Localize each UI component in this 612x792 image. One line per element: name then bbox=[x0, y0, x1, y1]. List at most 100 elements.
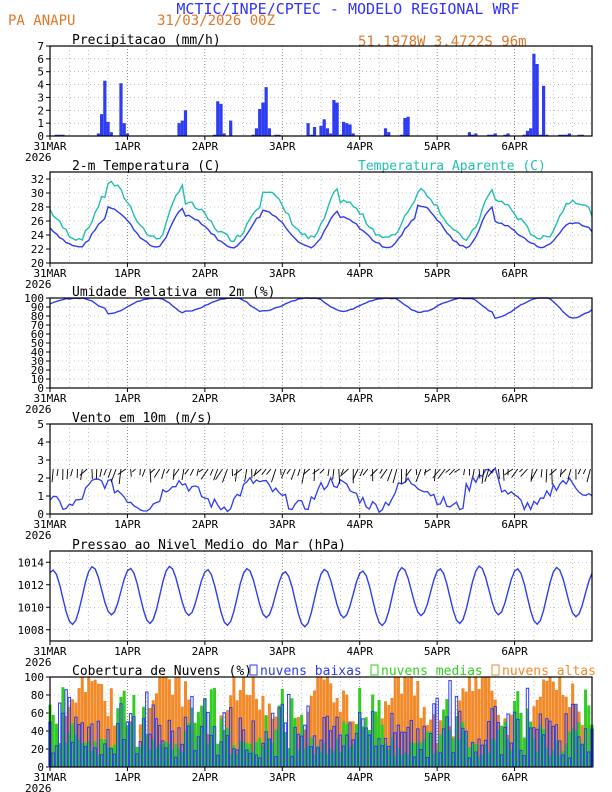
wind-arrow bbox=[215, 468, 223, 480]
pressure-line bbox=[49, 565, 593, 628]
wind-arrow bbox=[200, 468, 209, 480]
precip-bar bbox=[506, 133, 510, 136]
cloud-mid-bar bbox=[335, 738, 339, 767]
wind-arrow bbox=[301, 468, 306, 484]
plot-frame bbox=[49, 676, 593, 768]
cloud-mid-bar bbox=[87, 741, 91, 767]
precip-bar bbox=[106, 121, 110, 136]
cloud-mid-bar bbox=[293, 718, 297, 767]
apparent-temp-line bbox=[49, 180, 593, 243]
cloud-high-bar bbox=[551, 681, 555, 767]
cloud-high-bar bbox=[316, 677, 320, 767]
cloud-high-bar bbox=[509, 714, 513, 767]
cloud-mid-bar bbox=[193, 722, 197, 767]
precip-bar bbox=[529, 128, 533, 136]
precip-bar bbox=[535, 64, 539, 136]
wind-arrow bbox=[472, 468, 475, 477]
cloud-mid-bar bbox=[200, 705, 204, 767]
cloud-mid-bar bbox=[300, 714, 304, 767]
cloud-mid-bar bbox=[496, 729, 500, 767]
cloud-high-bar bbox=[267, 703, 271, 767]
x-tick-label: 5APR bbox=[424, 392, 451, 405]
cloud-mid-bar bbox=[158, 744, 162, 767]
wind-arrow bbox=[530, 468, 538, 481]
y-tick-label: 80 bbox=[31, 310, 44, 323]
wind-arrow bbox=[540, 468, 543, 478]
y-tick-label: 5 bbox=[37, 418, 44, 431]
cloud-mid-bar bbox=[574, 730, 578, 767]
y-tick-label: 20 bbox=[31, 364, 44, 377]
wind-arrow bbox=[110, 468, 117, 483]
x-tick-label: 2APR bbox=[192, 140, 219, 153]
cloud-high-bar bbox=[542, 679, 546, 767]
cloud-high-bar bbox=[474, 677, 478, 767]
x-tick-label: 1APR bbox=[114, 645, 141, 658]
wind-arrow bbox=[107, 468, 112, 478]
wind-arrow bbox=[117, 468, 127, 475]
cloud-mid-bar bbox=[190, 707, 194, 767]
cloud-mid-bar bbox=[61, 687, 65, 767]
wind-arrow bbox=[70, 468, 74, 477]
x-tick-label: 5APR bbox=[424, 267, 451, 280]
precip-bar bbox=[319, 125, 323, 136]
precip-bar bbox=[254, 128, 259, 136]
x-tick-label: 3APR bbox=[269, 392, 296, 405]
wind-arrow bbox=[379, 468, 383, 474]
wind-arrow bbox=[56, 468, 59, 477]
precip-bar bbox=[119, 83, 123, 136]
precip-bar bbox=[109, 132, 113, 136]
y-tick-label: 0 bbox=[37, 382, 44, 395]
cloud-high-bar bbox=[271, 718, 275, 767]
precip-bar bbox=[580, 134, 584, 136]
wind-arrow bbox=[437, 468, 446, 479]
cloud-mid-bar bbox=[522, 737, 526, 767]
precip-bar bbox=[309, 134, 313, 136]
chart-title: Precipitacao (mm/h) bbox=[72, 33, 221, 48]
cloud-mid-bar bbox=[571, 728, 575, 767]
wind-arrow bbox=[149, 468, 152, 483]
wind-arrow bbox=[478, 468, 481, 479]
cloud-mid-bar bbox=[242, 741, 246, 767]
cloud-high-bar bbox=[467, 677, 471, 767]
cloud-high-bar bbox=[348, 721, 352, 767]
x-tick-label: 4APR bbox=[346, 267, 373, 280]
cloud-mid-bar bbox=[203, 698, 207, 767]
cloud-mid-bar bbox=[425, 731, 429, 767]
header-title: MCTIC/INPE/CPTEC - MODELO REGIONAL WRF bbox=[176, 0, 519, 18]
precip-bar bbox=[341, 121, 346, 136]
wind-arrow bbox=[551, 468, 553, 485]
wind-arrow bbox=[380, 468, 388, 479]
cloud-mid-bar bbox=[313, 754, 317, 767]
x-tick-label: 2APR bbox=[192, 267, 219, 280]
cloud-high-bar bbox=[158, 677, 162, 767]
wind-arrow bbox=[392, 468, 398, 484]
x-tick-label: 31MAR bbox=[33, 771, 66, 784]
cloud-mid-bar bbox=[64, 742, 68, 767]
wind-arrow bbox=[198, 468, 204, 473]
y-tick-label: 60 bbox=[31, 328, 44, 341]
cloud-mid-bar bbox=[513, 700, 517, 767]
x-tick-label: 2APR bbox=[192, 518, 219, 531]
x-axis-year: 2026 bbox=[25, 529, 52, 542]
wind-arrow bbox=[327, 468, 330, 476]
cloud-high-bar bbox=[403, 677, 407, 767]
cloud-mid-bar bbox=[267, 739, 271, 767]
y-tick-label: 0 bbox=[37, 130, 44, 143]
precip-bar bbox=[406, 116, 410, 136]
cloud-mid-bar bbox=[122, 690, 126, 767]
y-tick-label: 4 bbox=[37, 79, 44, 92]
cloud-mid-bar bbox=[396, 748, 400, 767]
precip-bar bbox=[258, 109, 262, 136]
cloud-mid-bar bbox=[248, 743, 252, 767]
y-tick-label: 70 bbox=[31, 319, 44, 332]
cloud-mid-bar bbox=[377, 700, 381, 767]
cloud-high-bar bbox=[303, 729, 307, 767]
cloud-mid-bar bbox=[103, 739, 107, 767]
cloud-mid-bar bbox=[503, 721, 507, 767]
cloud-high-bar bbox=[458, 700, 462, 767]
chart-title: 2-m Temperatura (C) bbox=[72, 159, 221, 174]
y-tick-label: 0 bbox=[37, 508, 44, 521]
cloud-mid-bar bbox=[161, 744, 165, 767]
wind-arrow bbox=[253, 468, 262, 477]
